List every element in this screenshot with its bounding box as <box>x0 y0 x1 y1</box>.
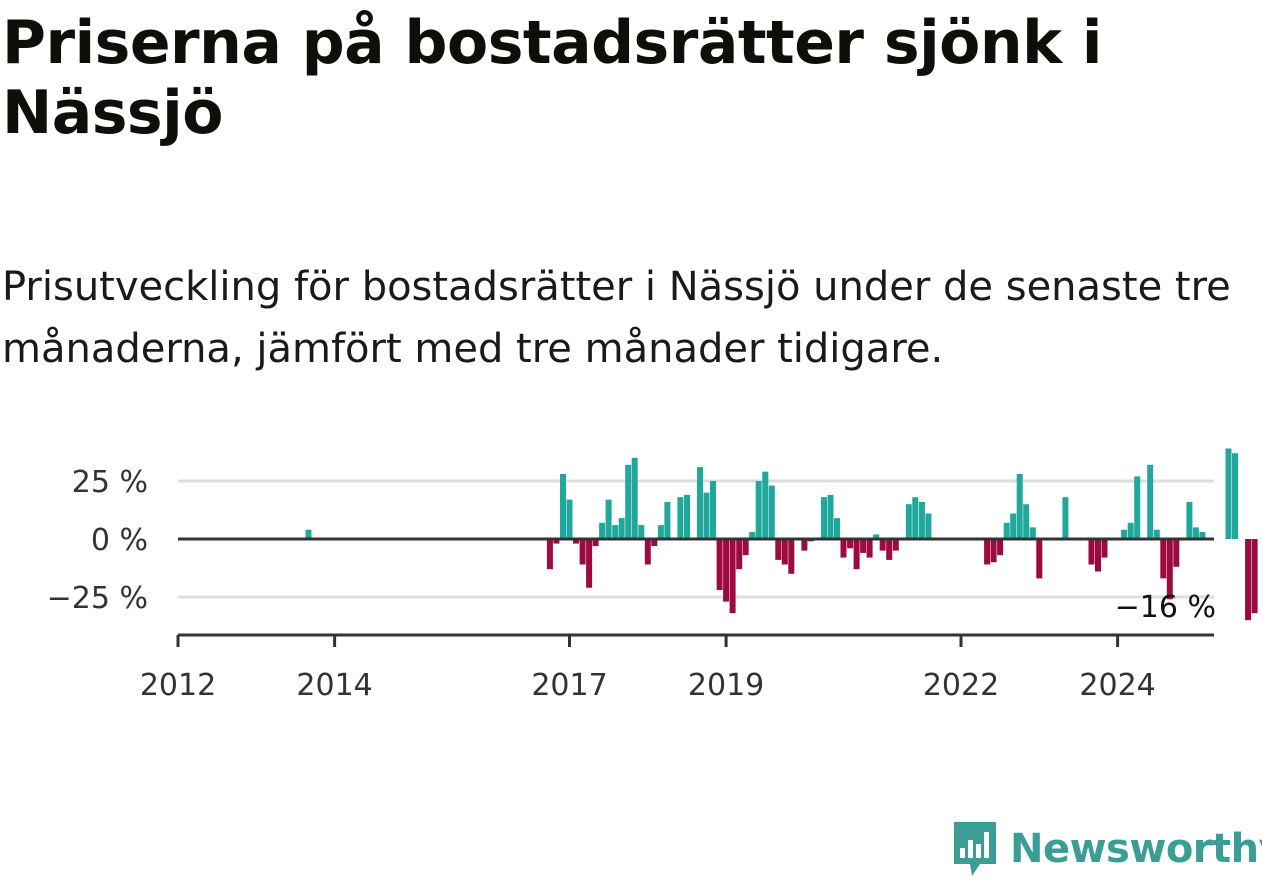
bar <box>1095 539 1101 572</box>
bar <box>991 539 997 562</box>
x-tick-label: 2012 <box>140 668 216 703</box>
bar <box>677 497 683 539</box>
bar <box>612 525 618 539</box>
bar <box>762 472 768 539</box>
bar <box>736 539 742 569</box>
bar <box>717 539 723 590</box>
bar <box>1128 523 1134 539</box>
bar <box>684 495 690 539</box>
bar <box>697 467 703 539</box>
x-tick-label: 2022 <box>923 668 999 703</box>
y-tick-label: 25 % <box>72 465 148 500</box>
bar <box>1102 539 1108 558</box>
bar <box>1023 504 1029 539</box>
bar <box>1193 527 1199 539</box>
brand-name: Newsworthy <box>1010 826 1262 872</box>
brand-logo: Newsworthy <box>950 818 1262 880</box>
bar <box>775 539 781 560</box>
chart-subtitle: Prisutveckling för bostadsrätter i Nässj… <box>2 256 1252 380</box>
y-tick-label: −25 % <box>47 581 148 616</box>
bar <box>925 514 931 540</box>
bar <box>893 539 899 551</box>
newsworthy-logo-icon <box>950 818 1000 880</box>
bar <box>867 539 873 558</box>
bar <box>860 539 866 553</box>
bar-chart: 25 % 0 % −25 % 2012 2014 2017 2019 2022 2024 −16 … <box>0 420 1262 710</box>
bar <box>1036 539 1042 578</box>
bar <box>723 539 729 602</box>
bar <box>1134 476 1140 539</box>
bar <box>756 481 762 539</box>
bar <box>919 502 925 539</box>
bar <box>1245 539 1251 620</box>
bar <box>599 523 605 539</box>
bar <box>710 481 716 539</box>
bar <box>912 497 918 539</box>
bar <box>619 518 625 539</box>
bar <box>658 525 664 539</box>
bar <box>704 493 710 539</box>
bar <box>1089 539 1095 565</box>
last-value-label: −16 % <box>1115 590 1216 625</box>
bar <box>606 500 612 539</box>
x-tick-label: 2024 <box>1079 668 1155 703</box>
bar <box>1010 514 1016 540</box>
bar <box>625 465 631 539</box>
bar <box>854 539 860 569</box>
bar <box>1226 449 1232 540</box>
bar <box>906 504 912 539</box>
bar <box>788 539 794 574</box>
bar <box>834 518 840 539</box>
bar <box>567 500 573 539</box>
chart-title: Priserna på bostadsrätter sjönk i Nässjö <box>2 8 1202 148</box>
bar <box>1160 539 1166 578</box>
x-tick-label: 2014 <box>296 668 372 703</box>
bar <box>1252 539 1258 613</box>
bar <box>1173 539 1179 567</box>
bar <box>769 486 775 539</box>
bar <box>560 474 566 539</box>
bar <box>782 539 788 565</box>
bar <box>632 458 638 539</box>
bar <box>580 539 586 565</box>
bar <box>1030 527 1036 539</box>
bar <box>1186 502 1192 539</box>
axes <box>178 539 1214 647</box>
bar <box>1017 474 1023 539</box>
x-tick-label: 2017 <box>531 668 607 703</box>
bar <box>801 539 807 551</box>
bar <box>645 539 651 565</box>
bar <box>730 539 736 613</box>
bar <box>821 497 827 539</box>
bar <box>841 539 847 558</box>
bar <box>997 539 1003 555</box>
bar <box>1232 453 1238 539</box>
bar <box>828 495 834 539</box>
bar <box>664 502 670 539</box>
bar <box>984 539 990 565</box>
bar <box>886 539 892 560</box>
bar <box>1062 497 1068 539</box>
bar <box>586 539 592 588</box>
bar <box>880 539 886 551</box>
tick-labels: 25 % 0 % −25 % 2012 2014 2017 2019 2022 2024 −16 … <box>47 465 1216 703</box>
bar <box>1004 523 1010 539</box>
bar <box>743 539 749 555</box>
y-tick-label: 0 % <box>91 523 148 558</box>
bar <box>1147 465 1153 539</box>
bar <box>638 525 644 539</box>
x-tick-label: 2019 <box>688 668 764 703</box>
bar <box>547 539 553 569</box>
